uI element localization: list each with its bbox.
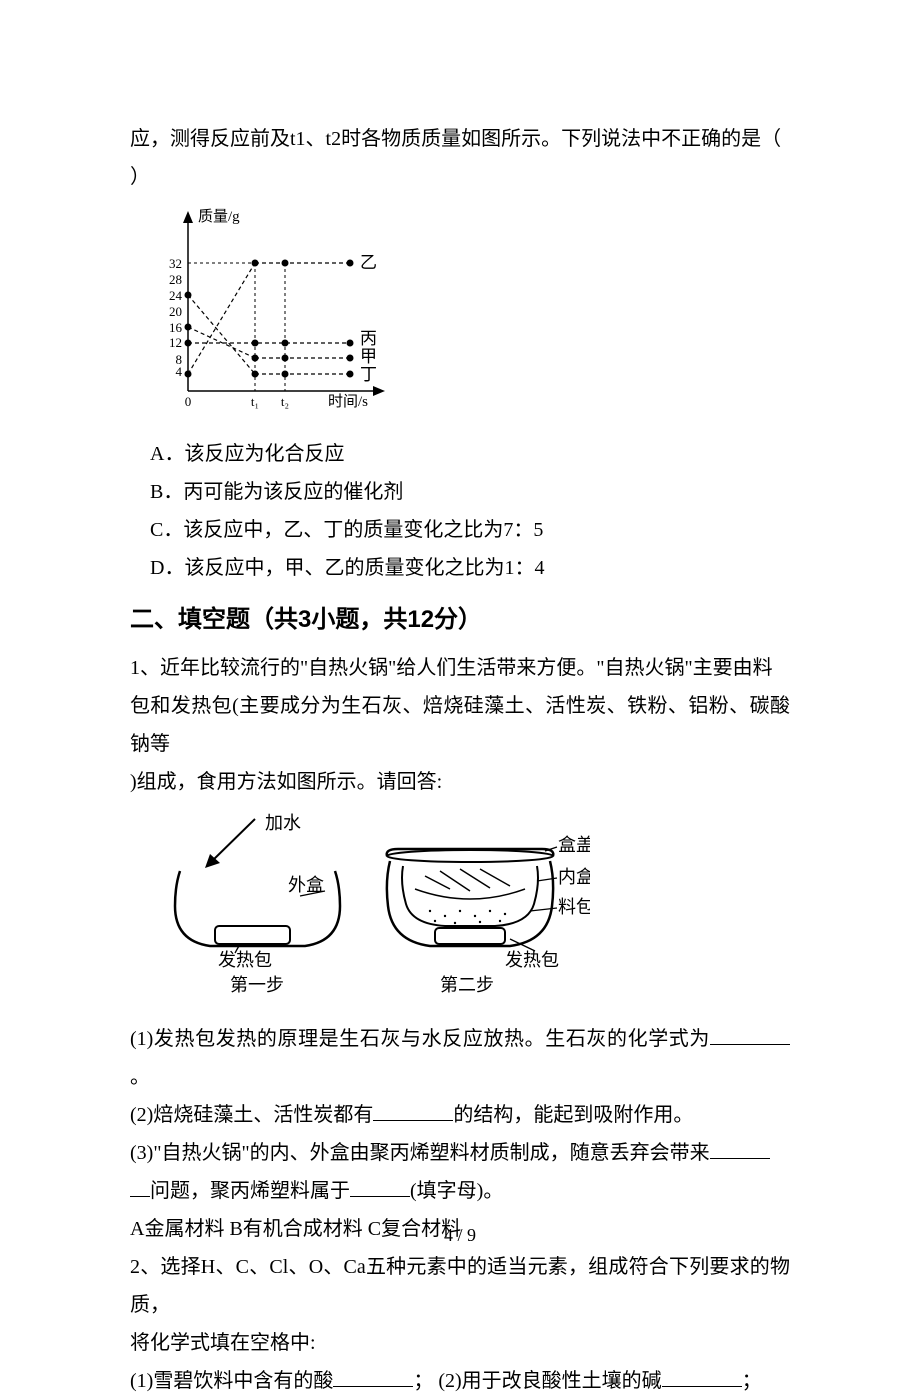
q1-sub1: (1)发热包发热的原理是生石灰与水反应放热。生石灰的化学式为。 bbox=[130, 1020, 790, 1096]
svg-text:12: 12 bbox=[169, 335, 182, 350]
q2-sub1-suffix: ； bbox=[413, 1370, 433, 1392]
svg-text:时间/s: 时间/s bbox=[328, 393, 368, 410]
section-2-header: 二、填空题（共3小题，共12分） bbox=[130, 597, 790, 643]
blank-5 bbox=[333, 1367, 413, 1387]
q2-sub2-prefix: (2)用于改良酸性土壤的碱 bbox=[438, 1370, 661, 1392]
mass-time-chart: 4 8 12 16 20 24 28 32 0 t₁ t₂ 质量/g 时间/s bbox=[150, 206, 790, 429]
q2-line2: 将化学式填在空格中: bbox=[130, 1324, 790, 1362]
svg-text:甲: 甲 bbox=[360, 347, 377, 366]
q1-sub3-line1: (3)"自热火锅"的内、外盒由聚丙烯塑料材质制成，随意丢弃会带来 bbox=[130, 1134, 790, 1172]
option-d: D．该反应中，甲、乙的质量变化之比为1：4 bbox=[150, 549, 790, 587]
svg-text:20: 20 bbox=[169, 304, 182, 319]
svg-text:内盒: 内盒 bbox=[558, 867, 590, 887]
svg-text:28: 28 bbox=[169, 272, 182, 287]
svg-text:乙: 乙 bbox=[360, 253, 377, 272]
svg-text:发热包: 发热包 bbox=[505, 950, 559, 970]
svg-text:料包: 料包 bbox=[558, 897, 590, 917]
svg-text:加水: 加水 bbox=[265, 813, 301, 833]
svg-text:24: 24 bbox=[169, 288, 183, 303]
q1-sub3-prefix: (3)"自热火锅"的内、外盒由聚丙烯塑料材质制成，随意丢弃会带来 bbox=[130, 1142, 710, 1164]
svg-text:质量/g: 质量/g bbox=[198, 208, 240, 225]
q1-sub3-line2: 问题，聚丙烯塑料属于 (填字母)。 bbox=[130, 1172, 790, 1210]
blank-6 bbox=[662, 1367, 742, 1387]
q1-sub2-prefix: (2)焙烧硅藻土、活性炭都有 bbox=[130, 1104, 373, 1126]
svg-text:丁: 丁 bbox=[360, 365, 377, 384]
svg-text:32: 32 bbox=[169, 256, 182, 271]
answer-options: A．该反应为化合反应 B．丙可能为该反应的催化剂 C．该反应中，乙、丁的质量变化… bbox=[130, 435, 790, 587]
svg-text:t₁: t₁ bbox=[251, 394, 259, 409]
hotpot-diagram: 加水 外盒 发热包 第一步 盒盖 内盒 料包 bbox=[150, 811, 790, 1014]
svg-text:16: 16 bbox=[169, 320, 183, 335]
svg-text:第二步: 第二步 bbox=[440, 975, 494, 995]
q1-line1: 1、近年比较流行的"自热火锅"给人们生活带来方便。"自热火锅"主要由料 bbox=[130, 649, 790, 687]
svg-text:外盒: 外盒 bbox=[288, 875, 324, 895]
blank-3b bbox=[130, 1177, 150, 1197]
svg-text:第一步: 第一步 bbox=[230, 975, 284, 995]
option-b: B．丙可能为该反应的催化剂 bbox=[150, 473, 790, 511]
q1-sub1-prefix: (1)发热包发热的原理是生石灰与水反应放热。生石灰的化学式为 bbox=[130, 1028, 710, 1050]
blank-1 bbox=[710, 1025, 790, 1045]
svg-text:t₂: t₂ bbox=[281, 394, 289, 409]
q2-subs: (1)雪碧饮料中含有的酸； (2)用于改良酸性土壤的碱； bbox=[130, 1362, 790, 1400]
svg-text:0: 0 bbox=[185, 394, 192, 409]
option-c: C．该反应中，乙、丁的质量变化之比为7：5 bbox=[150, 511, 790, 549]
q1-sub2: (2)焙烧硅藻土、活性炭都有 的结构，能起到吸附作用。 bbox=[130, 1096, 790, 1134]
blank-4 bbox=[350, 1177, 410, 1197]
svg-text:发热包: 发热包 bbox=[218, 950, 272, 970]
q1-line2: 包和发热包(主要成分为生石灰、焙烧硅藻土、活性炭、铁粉、铝粉、碳酸钠等 bbox=[130, 687, 790, 763]
q2-sub1-prefix: (1)雪碧饮料中含有的酸 bbox=[130, 1370, 333, 1392]
q1-sub2-suffix: 的结构，能起到吸附作用。 bbox=[453, 1104, 693, 1126]
q1-line3: )组成，食用方法如图所示。请回答: bbox=[130, 763, 790, 801]
q1-sub3-mid: 问题，聚丙烯塑料属于 bbox=[150, 1180, 350, 1202]
question-intro-line2: ） bbox=[130, 158, 790, 196]
page-number: 4 / 9 bbox=[444, 1218, 476, 1252]
svg-text:丙: 丙 bbox=[360, 329, 377, 348]
q2-line1: 2、选择H、C、Cl、O、Ca五种元素中的适当元素，组成符合下列要求的物质， bbox=[130, 1248, 790, 1324]
blank-2 bbox=[373, 1101, 453, 1121]
blank-3a bbox=[710, 1139, 770, 1159]
q1-sub3-suffix: (填字母)。 bbox=[410, 1180, 503, 1202]
svg-text:8: 8 bbox=[176, 352, 183, 367]
svg-text:盒盖: 盒盖 bbox=[558, 835, 590, 855]
q2-sub2-suffix: ； bbox=[742, 1370, 762, 1392]
q1-sub1-suffix: 。 bbox=[130, 1066, 150, 1088]
question-intro-line1: 应，测得反应前及t1、t2时各物质质量如图所示。下列说法中不正确的是（ bbox=[130, 120, 790, 158]
option-a: A．该反应为化合反应 bbox=[150, 435, 790, 473]
